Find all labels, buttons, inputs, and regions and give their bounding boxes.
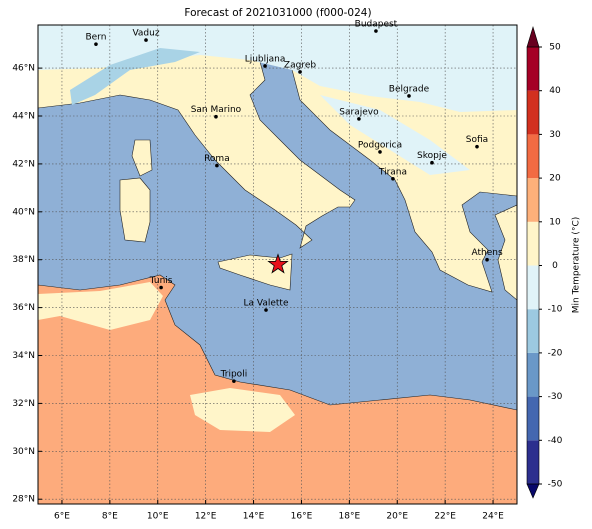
city-label: Tirana xyxy=(378,167,407,177)
corsica xyxy=(131,139,153,177)
x-tick-label: 24°E xyxy=(482,512,504,522)
city-label: Bern xyxy=(85,33,106,43)
city-dot xyxy=(232,379,236,383)
africa xyxy=(38,274,517,504)
city-dot xyxy=(475,144,479,149)
x-tick-label: 20°E xyxy=(386,512,408,522)
star-marker xyxy=(267,253,289,274)
colorbar-tick-label: -30 xyxy=(548,392,563,402)
colorbar-band xyxy=(527,265,539,310)
colorbar: -50 -40 -30 -20 -10 0 10 20 30 40 50 xyxy=(526,25,563,499)
x-tick-label: 22°E xyxy=(434,512,456,522)
colorbar-extend-high xyxy=(526,25,540,48)
colorbar-tick-label: -20 xyxy=(548,348,563,358)
x-tick-label: 10°E xyxy=(147,512,169,522)
colorbar-band xyxy=(527,90,539,135)
colorbar-tick-label: -40 xyxy=(548,436,563,446)
colorbar-tick-label: -50 xyxy=(548,480,563,490)
x-tick-label: 12°E xyxy=(195,512,217,522)
colorbar-band xyxy=(527,309,539,353)
map-title: Forecast of 2021031000 (f000-024) xyxy=(184,7,371,19)
city-label: Sarajevo xyxy=(339,107,379,117)
city-label: Budapest xyxy=(355,19,398,29)
city-dot xyxy=(374,29,378,33)
y-tick-label: 42°N xyxy=(12,159,35,169)
city-dot xyxy=(94,42,98,46)
colorbar-tick-label: 50 xyxy=(549,43,561,53)
colorbar-tick-label: 0 xyxy=(552,261,558,271)
city-dot xyxy=(391,176,395,181)
y-tick-label: 30°N xyxy=(12,447,35,457)
city-dot xyxy=(485,257,489,262)
city-dot xyxy=(215,163,219,168)
colorbar-tick-label: -10 xyxy=(548,305,563,315)
y-tick-label: 40°N xyxy=(12,207,35,217)
alps-band xyxy=(70,48,200,105)
city-dot xyxy=(214,114,218,119)
x-tick-label: 8°E xyxy=(102,512,118,522)
colorbar-band xyxy=(527,134,539,179)
colorbar-band xyxy=(527,396,539,441)
colorbar-tick-label: 30 xyxy=(549,130,561,140)
x-tick-label: 14°E xyxy=(243,512,265,522)
city-dot xyxy=(159,285,163,290)
city-label: La Valette xyxy=(244,299,289,309)
colorbar-label: Min Temperature (°C) xyxy=(572,217,582,314)
city-dot xyxy=(264,308,268,312)
city-label: Podgorica xyxy=(358,140,402,150)
colorbar-band xyxy=(527,221,539,266)
turkey xyxy=(494,204,517,301)
city-dot xyxy=(407,94,411,98)
city-label: Tripoli xyxy=(220,370,248,380)
colorbar-tick-label: 10 xyxy=(549,217,561,227)
colorbar-extend-low xyxy=(526,483,540,499)
y-tick-label: 46°N xyxy=(12,64,35,74)
colorbar-band xyxy=(527,178,539,222)
city-label: Sofia xyxy=(466,135,488,145)
city-label: Belgrade xyxy=(389,84,430,94)
colorbar-band xyxy=(527,440,539,484)
y-tick-label: 36°N xyxy=(12,303,35,313)
city-dot xyxy=(298,70,302,74)
italy xyxy=(38,25,356,249)
colorbar-band xyxy=(527,47,539,91)
y-tick-label: 28°N xyxy=(12,495,35,505)
sardinia xyxy=(119,177,151,243)
y-tick-label: 38°N xyxy=(12,255,35,265)
city-dot xyxy=(144,38,148,42)
city-label: San Marino xyxy=(191,105,242,115)
city-label: Athens xyxy=(471,248,502,258)
city-label: Zagreb xyxy=(284,60,316,70)
city-label: Vaduz xyxy=(132,29,159,39)
city-label: Ljubljana xyxy=(245,54,286,64)
city-dot xyxy=(263,64,267,68)
x-tick-label: 18°E xyxy=(339,512,361,522)
warm-patch xyxy=(38,282,295,432)
y-tick-label: 32°N xyxy=(12,399,35,409)
map-frame xyxy=(37,24,518,505)
city-dot xyxy=(430,160,434,165)
colorbar-tick-label: 20 xyxy=(549,174,561,184)
city-label: Roma xyxy=(204,154,230,164)
y-tick-label: 34°N xyxy=(12,351,35,361)
city-label: Tunis xyxy=(149,276,173,286)
city-dot xyxy=(357,117,361,121)
city-label: Skopje xyxy=(417,151,447,161)
x-tick-label: 16°E xyxy=(291,512,313,522)
colorbar-band xyxy=(527,352,539,397)
x-tick-label: 6°E xyxy=(54,512,70,522)
city-dot xyxy=(378,150,382,154)
colorbar-tick-label: 40 xyxy=(549,86,561,96)
y-tick-label: 44°N xyxy=(12,112,35,122)
